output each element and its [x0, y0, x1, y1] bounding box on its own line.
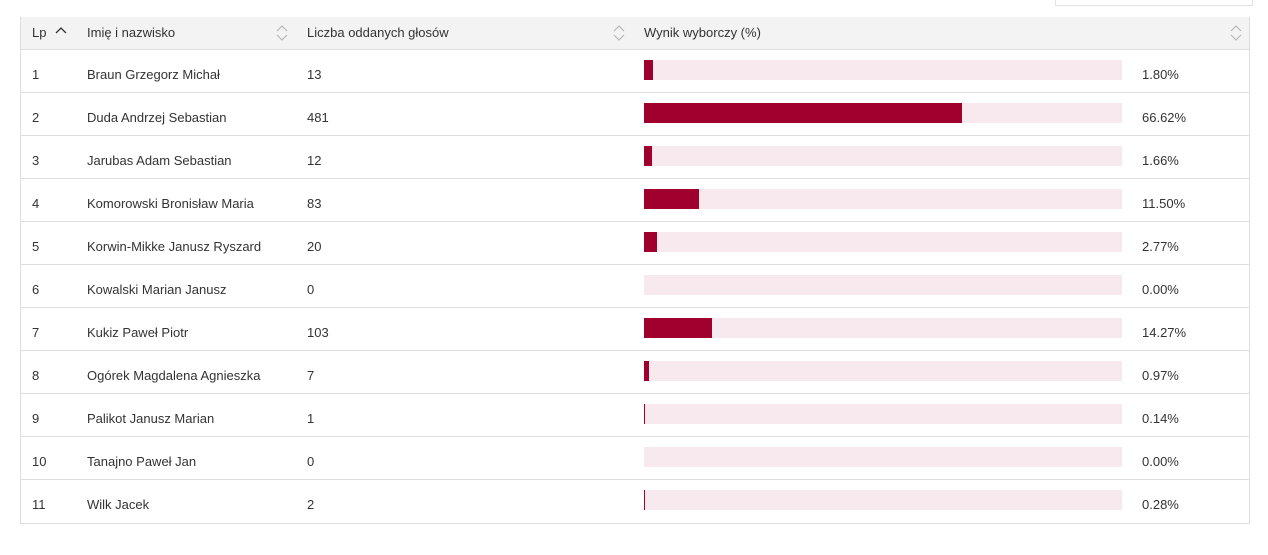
result-bar-track [644, 490, 1122, 510]
result-percent: 1.66% [1142, 153, 1179, 168]
sort-both-icon[interactable] [613, 24, 625, 42]
table-row: 7 Kukiz Paweł Piotr 103 14.27% [21, 308, 1249, 351]
header-result[interactable]: Wynik wyborczy (%) [644, 17, 761, 49]
result-bar-track [644, 232, 1122, 252]
result-bar-fill [644, 490, 646, 510]
result-bar-track [644, 189, 1122, 209]
candidate-name: Braun Grzegorz Michał [87, 67, 220, 82]
sort-both-icon[interactable] [276, 24, 288, 42]
row-number: 10 [32, 454, 47, 469]
vote-count: 103 [307, 325, 329, 340]
result-bar-fill [644, 60, 653, 80]
row-number: 9 [32, 411, 40, 426]
result-bar-fill [644, 146, 652, 166]
table-row: 9 Palikot Janusz Marian 1 0.14% [21, 394, 1249, 437]
table-body: 1 Braun Grzegorz Michał 13 1.80% 2 Duda Andrz… [21, 50, 1249, 523]
table-row: 1 Braun Grzegorz Michał 13 1.80% [21, 50, 1249, 93]
candidate-name: Komorowski Bronisław Maria [87, 196, 254, 211]
result-percent: 11.50% [1142, 196, 1186, 211]
vote-count: 481 [307, 110, 329, 125]
row-number: 11 [32, 497, 46, 512]
result-percent: 14.27% [1142, 325, 1187, 340]
candidate-name: Korwin-Mikke Janusz Ryszard [87, 239, 262, 254]
row-number: 1 [32, 67, 40, 82]
result-percent: 0.00% [1142, 454, 1179, 469]
row-number: 7 [32, 325, 40, 340]
sort-ascending-icon[interactable] [55, 24, 67, 42]
row-number: 2 [32, 110, 40, 125]
header-result-label: Wynik wyborczy (%) [644, 25, 761, 40]
result-bar-track [644, 275, 1122, 295]
header-name[interactable]: Imię i nazwisko [87, 17, 175, 49]
candidate-name: Duda Andrzej Sebastian [87, 110, 227, 125]
vote-count: 7 [307, 368, 315, 383]
candidate-name: Wilk Jacek [87, 497, 150, 512]
result-bar-track [644, 60, 1122, 80]
vote-count: 1 [307, 411, 315, 426]
result-bar-fill [644, 232, 658, 252]
result-percent: 2.77% [1142, 239, 1179, 254]
vote-count: 0 [307, 454, 315, 469]
vote-count: 2 [307, 497, 315, 512]
candidate-name: Tanajno Paweł Jan [87, 454, 197, 469]
table-row: 10 Tanajno Paweł Jan 0 0.00% [21, 437, 1249, 480]
result-bar-track [644, 447, 1122, 467]
result-bar-track [644, 361, 1122, 381]
result-percent: 0.28% [1142, 497, 1179, 512]
table-row: 6 Kowalski Marian Janusz 0 0.00% [21, 265, 1249, 308]
table-header: Lp Imię i nazwisko Liczba oddanych głosó… [21, 17, 1249, 50]
result-percent: 0.97% [1142, 368, 1179, 383]
results-table: Lp Imię i nazwisko Liczba oddanych głosó… [20, 17, 1250, 524]
result-percent: 0.14% [1142, 411, 1179, 426]
row-number: 6 [32, 282, 40, 297]
candidate-name: Ogórek Magdalena Agnieszka [87, 368, 261, 383]
row-number: 3 [32, 153, 40, 168]
header-name-label: Imię i nazwisko [87, 25, 176, 40]
result-bar-fill [644, 318, 713, 338]
candidate-name: Palikot Janusz Marian [87, 411, 215, 426]
header-lp-label: Lp [32, 25, 47, 40]
table-row: 4 Komorowski Bronisław Maria 83 11.50% [21, 179, 1249, 222]
sort-both-icon[interactable] [1230, 24, 1242, 42]
result-bar-track [644, 318, 1122, 338]
vote-count: 20 [307, 239, 322, 254]
header-lp[interactable]: Lp [32, 17, 46, 49]
row-number: 4 [32, 196, 40, 211]
table-row: 11 Wilk Jacek 2 0.28% [21, 480, 1249, 523]
search-input[interactable] [1055, 0, 1253, 6]
vote-count: 83 [307, 196, 322, 211]
vote-count: 12 [307, 153, 322, 168]
result-bar-track [644, 146, 1122, 166]
result-bar-track [644, 404, 1122, 424]
vote-count: 13 [307, 67, 322, 82]
candidate-name: Kukiz Paweł Piotr [87, 325, 189, 340]
result-percent: 0.00% [1142, 282, 1179, 297]
result-percent: 1.80% [1142, 67, 1179, 82]
row-number: 8 [32, 368, 40, 383]
table-row: 3 Jarubas Adam Sebastian 12 1.66% [21, 136, 1249, 179]
result-bar-track [644, 103, 1122, 123]
candidate-name: Kowalski Marian Janusz [87, 282, 227, 297]
row-number: 5 [32, 239, 40, 254]
header-votes[interactable]: Liczba oddanych głosów [307, 17, 449, 49]
table-row: 2 Duda Andrzej Sebastian 481 66.62% [21, 93, 1249, 136]
result-percent: 66.62% [1142, 110, 1187, 125]
table-row: 5 Korwin-Mikke Janusz Ryszard 20 2.77% [21, 222, 1249, 265]
candidate-name: Jarubas Adam Sebastian [87, 153, 232, 168]
result-bar-fill [644, 361, 649, 381]
header-votes-label: Liczba oddanych głosów [307, 25, 449, 40]
result-bar-fill [644, 189, 699, 209]
vote-count: 0 [307, 282, 315, 297]
result-bar-fill [644, 103, 963, 123]
result-bar-fill [644, 404, 645, 424]
table-row: 8 Ogórek Magdalena Agnieszka 7 0.97% [21, 351, 1249, 394]
